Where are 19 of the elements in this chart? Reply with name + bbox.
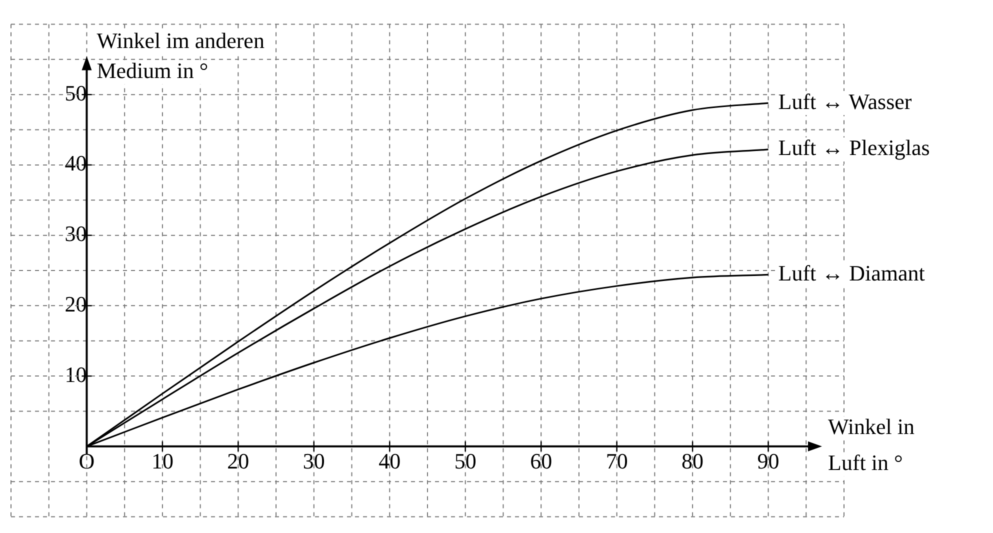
series-label: Luft ↔ Plexiglas — [778, 135, 930, 160]
series-label: Luft ↔ Wasser — [778, 88, 912, 114]
x-axis-title: Winkel in Luft in ° — [828, 414, 914, 476]
y-tick-label: 30 — [64, 221, 87, 246]
series-label: Luft ↔ Diamant — [778, 260, 925, 286]
x-tick-label: 50 — [454, 448, 476, 474]
y-axis-title: Winkel im anderen Medium in ° — [96, 28, 264, 83]
x-tick-label: 40 — [378, 448, 401, 474]
y-tick-label: 40 — [64, 150, 87, 176]
y-tick-label: 50 — [64, 80, 87, 106]
x-tick-label: O — [78, 448, 95, 474]
x-tick-label: 20 — [227, 448, 250, 474]
x-tick-label: 90 — [757, 448, 780, 474]
x-tick-label: 70 — [606, 448, 628, 474]
x-tick-label: 30 — [302, 448, 325, 474]
x-tick-label: 10 — [151, 448, 174, 474]
y-tick-label: 20 — [64, 291, 87, 316]
x-tick-label: 80 — [682, 448, 704, 474]
x-tick-label: 60 — [530, 448, 552, 474]
